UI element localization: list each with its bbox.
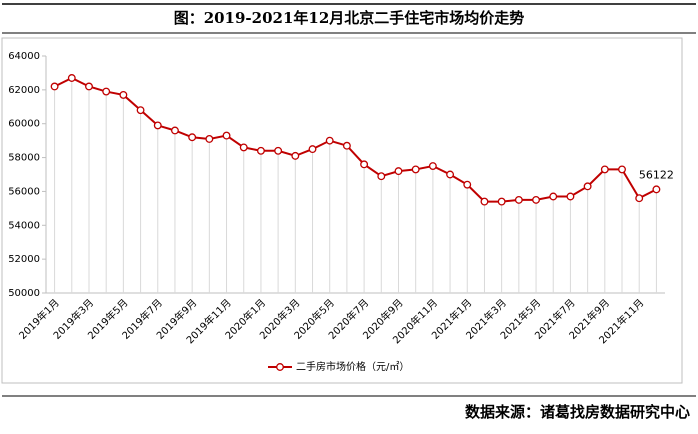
series-line (54, 76, 657, 203)
point (342, 141, 351, 150)
point (549, 192, 558, 201)
y-tick-label: 54000 (8, 220, 40, 231)
point (291, 151, 300, 160)
point (67, 74, 76, 82)
y-tick-label: 50000 (8, 288, 40, 299)
point (205, 134, 214, 143)
y-tick-label: 62000 (8, 85, 40, 96)
point (394, 167, 403, 176)
point (360, 160, 369, 169)
point (119, 90, 128, 99)
point (308, 145, 317, 154)
y-tick-label: 60000 (8, 119, 40, 130)
point (583, 182, 592, 191)
point (497, 197, 506, 206)
point (514, 195, 523, 204)
point (136, 106, 145, 115)
legend-label: 二手房市场价格（元/㎡） (296, 360, 409, 373)
y-tick-label: 58000 (8, 153, 40, 164)
point (171, 126, 179, 135)
point (463, 180, 472, 189)
point (85, 82, 93, 91)
point (50, 82, 59, 91)
y-tick-label: 64000 (8, 51, 40, 62)
source-note: 数据来源：诸葛找房数据研究中心 (465, 403, 690, 421)
point (635, 194, 644, 203)
point (274, 146, 283, 155)
point (532, 195, 540, 204)
chart-title: 图：2019-2021年12月北京二手住宅市场均价走势 (174, 9, 525, 27)
y-tick-label: 52000 (8, 254, 40, 265)
point (239, 143, 248, 152)
point (600, 165, 609, 174)
point (618, 165, 626, 174)
point (153, 121, 162, 130)
point (102, 87, 111, 96)
point (325, 136, 334, 145)
y-tick-label: 56000 (8, 186, 40, 197)
point (188, 133, 197, 142)
point (411, 165, 420, 174)
legend-marker (276, 363, 284, 371)
data-label: 56122 (639, 168, 674, 181)
point (446, 170, 455, 179)
point (428, 162, 437, 170)
point (256, 146, 265, 155)
chart-frame (1, 37, 683, 384)
point (566, 192, 575, 201)
point (377, 172, 386, 181)
point (480, 197, 489, 206)
point (652, 185, 661, 194)
point (222, 131, 231, 140)
